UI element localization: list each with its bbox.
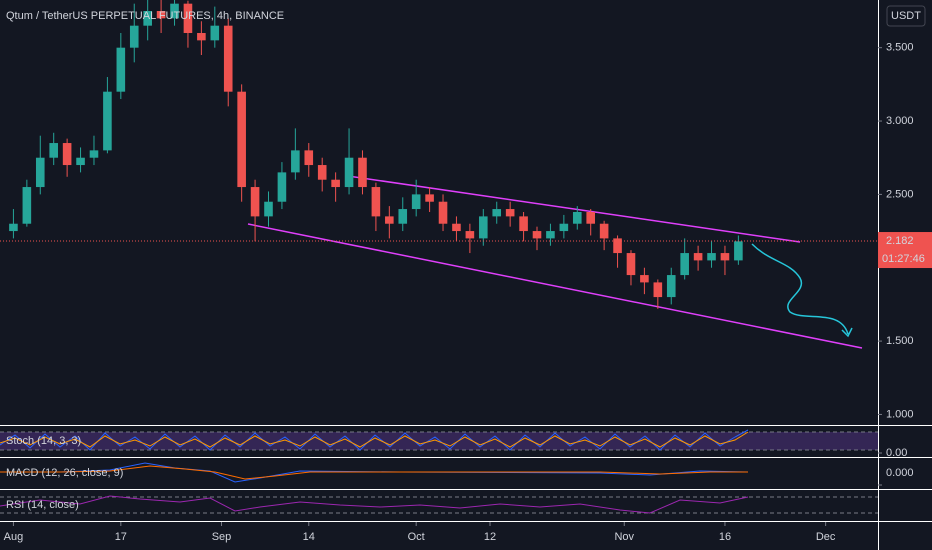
last-price-label: 2.182 — [886, 235, 914, 247]
candle-body — [693, 253, 703, 261]
y-tick-label: 2.500 — [886, 188, 914, 200]
candle-body — [210, 25, 220, 41]
candle-body — [680, 253, 689, 276]
candle-body — [223, 25, 233, 92]
indicator-name: RSI (14, close) — [6, 499, 79, 511]
macd-line — [0, 462, 749, 483]
candle-body — [546, 231, 555, 239]
candle-body — [156, 11, 166, 19]
candle-body — [103, 91, 112, 151]
candle-body — [358, 157, 367, 188]
candle-body — [626, 253, 636, 276]
candle-body — [35, 157, 45, 188]
candle-body — [62, 143, 72, 166]
candle-body — [291, 150, 300, 173]
last-price-box — [878, 232, 932, 269]
candle-body — [519, 216, 528, 232]
candle-body — [452, 223, 461, 232]
x-tick-label: Nov — [614, 531, 634, 543]
candle-body — [411, 194, 421, 210]
stoch-d — [0, 431, 749, 448]
candle-body — [22, 187, 32, 224]
candle-body — [653, 282, 663, 298]
candle-body — [264, 201, 273, 217]
projection-arrow — [841, 327, 853, 338]
x-tick-label: 17 — [115, 531, 127, 543]
candle-body — [344, 157, 354, 188]
projection-curve — [751, 243, 849, 335]
candle-body — [734, 241, 743, 261]
macd-signal — [0, 465, 748, 480]
candle-body — [707, 253, 716, 261]
candle-body — [613, 238, 622, 254]
currency-button[interactable] — [886, 5, 926, 27]
y-tick-label: 3.500 — [886, 42, 914, 54]
candle-body — [425, 194, 434, 202]
x-tick-label: Oct — [408, 531, 425, 543]
candle-body — [129, 25, 139, 48]
candle-body — [304, 150, 314, 166]
candle-body — [720, 253, 730, 261]
candle-body — [398, 209, 408, 224]
x-tick-label: Dec — [816, 531, 836, 543]
candle-body — [277, 172, 287, 202]
candle-body — [371, 187, 381, 217]
x-tick-label: 14 — [303, 531, 315, 543]
candle-body — [76, 157, 85, 166]
y-tick-label: 3.000 — [886, 115, 914, 127]
y-tick-label: 1.000 — [886, 408, 914, 420]
candle-body — [49, 143, 58, 158]
candle-body — [317, 165, 327, 180]
candle-body — [331, 179, 340, 188]
candle-body — [586, 211, 595, 224]
x-tick-label: Aug — [4, 531, 24, 543]
candle-body — [532, 231, 542, 239]
channel-lines — [247, 175, 863, 349]
candle-body — [9, 223, 18, 232]
candle-body — [237, 91, 246, 188]
indicator-tick-label: 0.000 — [886, 467, 914, 479]
candle-body — [666, 275, 676, 298]
candle-body — [559, 223, 569, 232]
stoch-band — [0, 432, 878, 450]
candle-body — [143, 11, 152, 26]
x-tick-label: Sep — [212, 531, 232, 543]
indicator-name: MACD (12, 26, close, 9) — [6, 467, 123, 479]
candle-body — [183, 3, 193, 34]
rsi-line — [0, 495, 749, 514]
candle-body — [250, 187, 260, 217]
chart-title: Qtum / TetherUS PERPETUAL FUTURES, 4h, B… — [6, 10, 284, 22]
candle-body — [116, 47, 126, 92]
candle-body — [572, 211, 582, 224]
candle-body — [599, 223, 609, 239]
candle-body — [640, 275, 649, 283]
candle-body — [479, 216, 488, 239]
candle-body — [438, 201, 448, 224]
indicator-tick-label: 0.00 — [886, 447, 907, 459]
x-tick-label: 12 — [484, 531, 496, 543]
currency-label: USDT — [891, 10, 921, 22]
indicator-name: Stoch (14, 3, 3) — [6, 435, 81, 447]
candle-body — [197, 33, 206, 41]
indicator-levels — [0, 431, 878, 514]
candle-body — [385, 216, 394, 224]
y-tick-label: 1.500 — [886, 335, 914, 347]
candle-body — [505, 209, 515, 217]
candle-body — [170, 3, 179, 19]
candle-body — [492, 209, 502, 217]
countdown-label: 01:27:46 — [882, 253, 925, 265]
candle-body — [465, 231, 475, 239]
x-tick-label: 16 — [719, 531, 731, 543]
candle-body — [89, 150, 99, 158]
